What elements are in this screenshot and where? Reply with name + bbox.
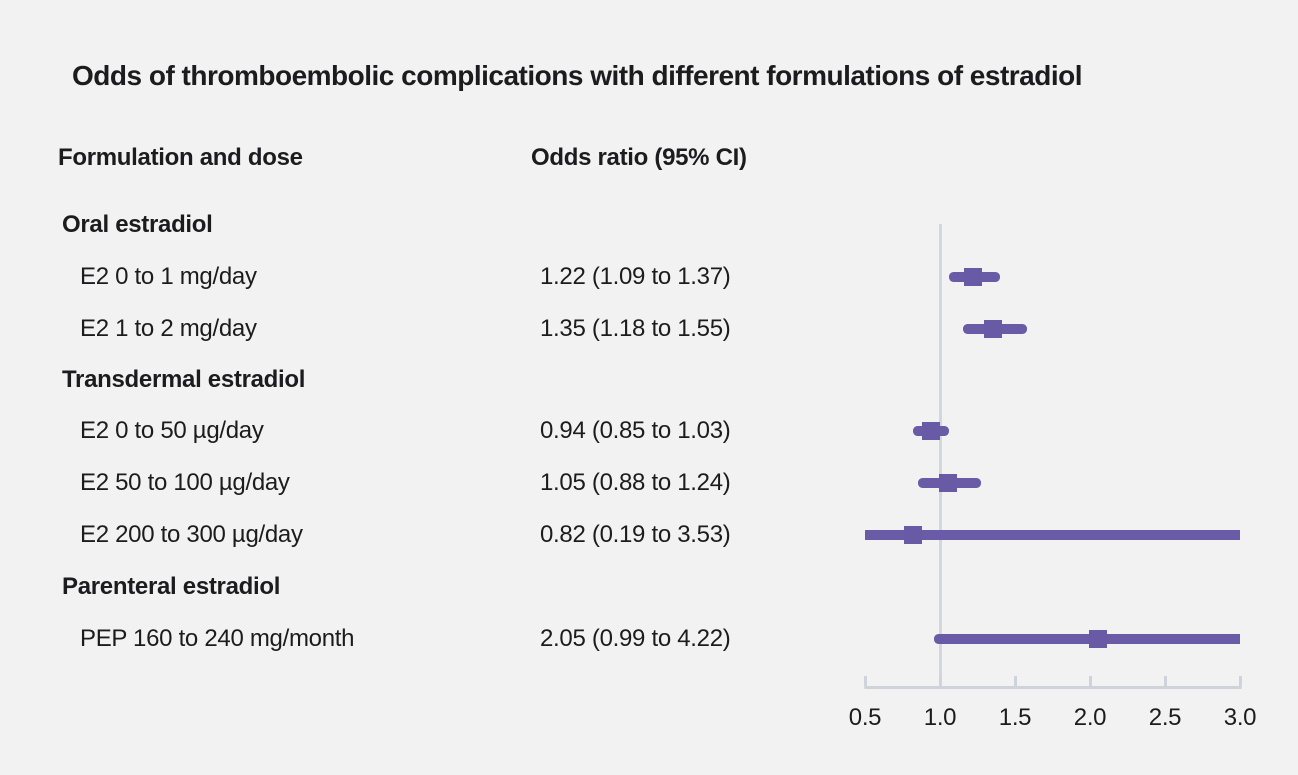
dose-label: E2 1 to 2 mg/day <box>80 315 257 342</box>
odds-ratio-value: 1.05 (0.88 to 1.24) <box>540 469 731 496</box>
point-estimate-marker <box>983 320 1002 338</box>
dose-label: E2 0 to 50 µg/day <box>80 417 264 444</box>
x-axis-tick <box>938 676 942 686</box>
point-estimate-marker <box>904 526 922 544</box>
reference-line <box>938 224 942 689</box>
x-axis-tick-label: 1.5 <box>998 704 1032 731</box>
odds-ratio-value: 2.05 (0.99 to 4.22) <box>540 625 731 652</box>
odds-ratio-value: 1.22 (1.09 to 1.37) <box>540 263 731 290</box>
odds-ratio-value: 0.94 (0.85 to 1.03) <box>540 417 731 444</box>
x-axis-tick-label: 2.0 <box>1073 704 1107 731</box>
x-axis-tick <box>1238 676 1242 686</box>
point-estimate-marker <box>938 474 957 492</box>
group-label: Oral estradiol <box>62 211 213 238</box>
x-axis-line <box>863 686 1242 689</box>
dose-label: E2 0 to 1 mg/day <box>80 263 257 290</box>
odds-ratio-value: 1.35 (1.18 to 1.55) <box>540 315 731 342</box>
x-axis-tick <box>1013 676 1017 686</box>
x-axis-tick <box>1088 676 1092 686</box>
x-axis-tick <box>1163 676 1167 686</box>
point-estimate-marker <box>964 268 982 286</box>
point-estimate-marker <box>922 422 940 440</box>
column-header-formulation: Formulation and dose <box>58 144 303 171</box>
dose-label: E2 50 to 100 µg/day <box>80 469 290 496</box>
group-label: Parenteral estradiol <box>62 573 281 600</box>
x-axis-tick-label: 2.5 <box>1148 704 1182 731</box>
x-axis-tick-label: 3.0 <box>1223 704 1257 731</box>
group-label: Transdermal estradiol <box>62 366 306 393</box>
point-estimate-marker <box>1088 630 1107 648</box>
chart-title: Odds of thromboembolic complications wit… <box>72 60 1083 91</box>
x-axis-tick <box>863 676 867 686</box>
x-axis-tick-label: 1.0 <box>923 704 957 731</box>
dose-label: PEP 160 to 240 mg/month <box>80 625 355 652</box>
dose-label: E2 200 to 300 µg/day <box>80 521 303 548</box>
confidence-interval-line <box>865 530 1240 540</box>
confidence-interval-line <box>934 634 1240 644</box>
odds-ratio-value: 0.82 (0.19 to 3.53) <box>540 521 731 548</box>
x-axis-tick-label: 0.5 <box>848 704 882 731</box>
column-header-odds-ratio: Odds ratio (95% CI) <box>531 144 747 171</box>
